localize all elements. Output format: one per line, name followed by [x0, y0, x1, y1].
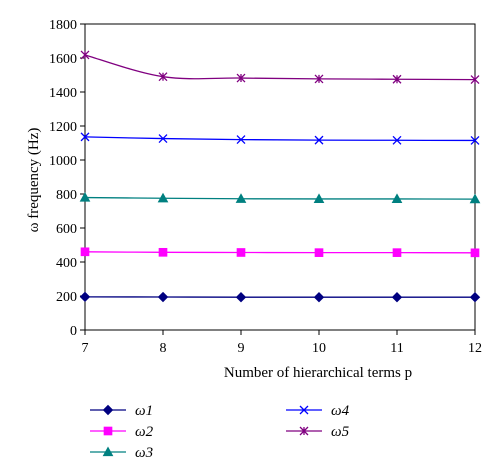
data-point-star-marker [299, 426, 309, 436]
series-line [84, 196, 476, 200]
legend-label: ω1 [135, 403, 153, 419]
data-point-star-marker [314, 74, 324, 84]
y-tick-label: 1600 [49, 52, 77, 67]
y-tick-label: 1400 [49, 86, 77, 101]
series-5 [80, 50, 480, 85]
x-axis-label: Number of hierarchical terms p [224, 365, 412, 381]
data-point-triangle-marker [391, 193, 403, 204]
data-point-star-marker [470, 75, 480, 85]
plot-area-border [84, 23, 476, 331]
legend-entry: ω4 [286, 403, 350, 419]
legend-entry: ω5 [286, 424, 350, 440]
series-3 [79, 192, 481, 204]
series-4 [80, 132, 480, 145]
data-point-x-marker [299, 405, 309, 415]
data-point-diamond-marker [79, 291, 91, 303]
data-point-diamond-marker [157, 291, 169, 303]
legend-label: ω5 [331, 424, 350, 440]
data-point-x-marker [470, 135, 480, 145]
y-tick-label: 0 [70, 324, 77, 339]
x-tick-label: 12 [468, 341, 482, 356]
data-point-square-marker [314, 248, 324, 257]
legend-entry: ω1 [90, 403, 153, 419]
legend-label: ω4 [331, 403, 350, 419]
series-line [84, 54, 476, 81]
data-point-diamond-marker [235, 291, 247, 303]
y-tick-label: 600 [56, 222, 77, 237]
legend-entry: ω3 [90, 445, 153, 461]
data-point-square-marker [103, 426, 113, 436]
legend: ω1 ω2 ω3 ω4 ω5 [90, 403, 350, 461]
data-point-star-marker [236, 73, 246, 83]
series-layer [79, 50, 481, 303]
data-point-square-marker [80, 247, 90, 257]
data-point-star-marker [158, 72, 168, 82]
data-point-triangle-marker [235, 193, 247, 203]
data-point-x-marker [236, 135, 246, 145]
data-point-triangle-marker [313, 193, 325, 204]
y-tick-label: 1800 [49, 18, 77, 33]
legend-label: ω2 [135, 424, 154, 440]
y-tick-label: 200 [56, 290, 77, 305]
plot-frame [84, 23, 476, 331]
data-point-star-marker [80, 50, 90, 60]
series-2 [80, 247, 480, 258]
y-tick-label: 400 [56, 256, 77, 271]
data-point-x-marker [314, 135, 324, 145]
data-point-diamond-marker [469, 291, 481, 303]
data-point-x-marker [80, 132, 90, 142]
data-point-square-marker [236, 248, 246, 257]
x-tick-label: 8 [160, 341, 167, 356]
data-point-square-marker [158, 247, 168, 257]
data-point-triangle-marker [79, 192, 91, 202]
series-line [84, 251, 476, 254]
y-tick-label: 1000 [49, 154, 77, 169]
data-point-star-marker [392, 74, 402, 84]
data-point-x-marker [158, 134, 168, 144]
data-point-diamond-marker [391, 291, 403, 303]
y-tick-label: 1200 [49, 120, 77, 135]
data-point-square-marker [470, 248, 480, 258]
y-tick-label: 800 [56, 188, 77, 203]
x-tick-label: 9 [238, 341, 245, 356]
series-line [84, 136, 476, 142]
data-point-triangle-marker [469, 193, 481, 204]
x-axis-ticks: 7 8 9 10 11 12 [82, 330, 482, 356]
legend-entry: ω2 [90, 424, 154, 440]
y-axis-ticks: 0 200 400 600 800 1000 1200 1400 1600 1800 [49, 18, 85, 339]
data-point-diamond-marker [102, 404, 114, 416]
x-tick-label: 11 [390, 341, 403, 356]
y-axis-label: ω frequency (Hz) [26, 128, 42, 233]
data-point-triangle-marker [157, 192, 169, 203]
x-tick-label: 7 [82, 341, 89, 356]
data-point-x-marker [392, 135, 402, 145]
x-tick-label: 10 [312, 341, 326, 356]
data-point-diamond-marker [313, 291, 325, 303]
series-1 [79, 291, 481, 303]
data-point-triangle-marker [102, 446, 114, 457]
legend-label: ω3 [135, 445, 153, 461]
data-point-square-marker [392, 248, 402, 257]
